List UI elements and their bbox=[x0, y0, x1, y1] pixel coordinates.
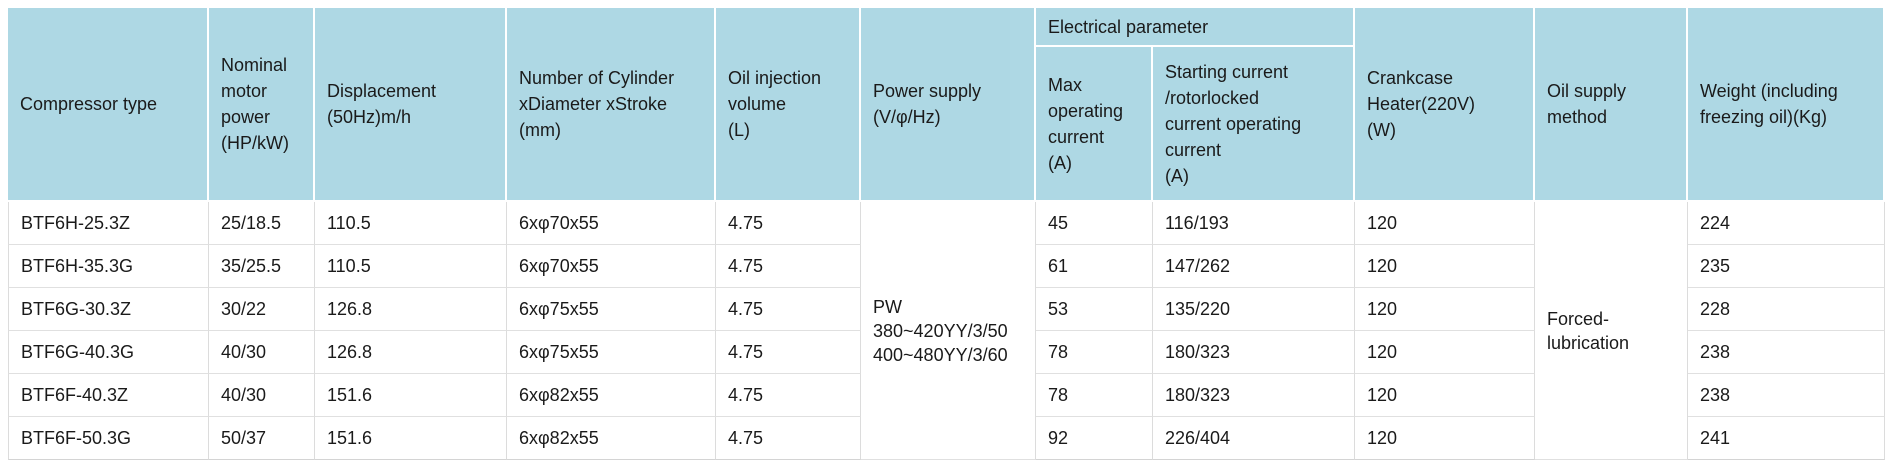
cell-starting-current: 180/323 bbox=[1153, 374, 1355, 417]
cell-oil-injection: 4.75 bbox=[716, 417, 861, 460]
header-cylinder: Number of Cylinder xDiameter xStroke (mm… bbox=[507, 8, 716, 202]
cell-weight: 241 bbox=[1688, 417, 1885, 460]
cell-compressor-type: BTF6H-35.3G bbox=[8, 245, 209, 288]
cell-oil-injection: 4.75 bbox=[716, 245, 861, 288]
cell-weight: 238 bbox=[1688, 331, 1885, 374]
header-displacement: Displacement (50Hz)m/h bbox=[315, 8, 507, 202]
cell-cylinder: 6xφ82x55 bbox=[507, 374, 716, 417]
cell-cylinder: 6xφ75x55 bbox=[507, 331, 716, 374]
header-power-supply: Power supply (V/φ/Hz) bbox=[861, 8, 1036, 202]
header-oil-supply-method: Oil supply method bbox=[1535, 8, 1688, 202]
cell-weight: 228 bbox=[1688, 288, 1885, 331]
cell-oil-injection: 4.75 bbox=[716, 202, 861, 245]
cell-max-operating-current: 78 bbox=[1036, 331, 1153, 374]
cell-cylinder: 6xφ70x55 bbox=[507, 202, 716, 245]
cell-max-operating-current: 45 bbox=[1036, 202, 1153, 245]
table-row: BTF6G-30.3Z 30/22 126.8 6xφ75x55 4.75 53… bbox=[8, 288, 1885, 331]
cell-cylinder: 6xφ82x55 bbox=[507, 417, 716, 460]
cell-max-operating-current: 78 bbox=[1036, 374, 1153, 417]
cell-starting-current: 135/220 bbox=[1153, 288, 1355, 331]
header-oil-injection: Oil injection volume (L) bbox=[716, 8, 861, 202]
cell-displacement: 151.6 bbox=[315, 417, 507, 460]
cell-compressor-type: BTF6G-40.3G bbox=[8, 331, 209, 374]
cell-compressor-type: BTF6H-25.3Z bbox=[8, 202, 209, 245]
cell-nominal-motor-power: 25/18.5 bbox=[209, 202, 315, 245]
table-row: BTF6H-25.3Z 25/18.5 110.5 6xφ70x55 4.75 … bbox=[8, 202, 1885, 460]
header-crankcase-heater: Crankcase Heater(220V) (W) bbox=[1355, 8, 1535, 202]
cell-nominal-motor-power: 50/37 bbox=[209, 417, 315, 460]
cell-starting-current: 147/262 bbox=[1153, 245, 1355, 288]
header-weight: Weight (including freezing oil)(Kg) bbox=[1688, 8, 1885, 202]
cell-displacement: 126.8 bbox=[315, 331, 507, 374]
header-max-operating-current: Max operating current (A) bbox=[1036, 47, 1153, 202]
cell-starting-current: 226/404 bbox=[1153, 417, 1355, 460]
cell-starting-current: 116/193 bbox=[1153, 202, 1355, 245]
cell-nominal-motor-power: 40/30 bbox=[209, 331, 315, 374]
cell-compressor-type: BTF6G-30.3Z bbox=[8, 288, 209, 331]
cell-max-operating-current: 61 bbox=[1036, 245, 1153, 288]
header-compressor-type: Compressor type bbox=[8, 8, 209, 202]
cell-weight: 224 bbox=[1688, 202, 1885, 245]
header-nominal-motor-power: Nominal motor power (HP/kW) bbox=[209, 8, 315, 202]
cell-cylinder: 6xφ70x55 bbox=[507, 245, 716, 288]
cell-nominal-motor-power: 30/22 bbox=[209, 288, 315, 331]
cell-crankcase-heater: 120 bbox=[1355, 202, 1535, 245]
cell-max-operating-current: 92 bbox=[1036, 417, 1153, 460]
cell-nominal-motor-power: 40/30 bbox=[209, 374, 315, 417]
header-starting-current: Starting current /rotorlocked current op… bbox=[1153, 47, 1355, 202]
cell-oil-injection: 4.75 bbox=[716, 374, 861, 417]
header-electrical-parameter: Electrical parameter bbox=[1036, 8, 1355, 47]
cell-weight: 238 bbox=[1688, 374, 1885, 417]
cell-nominal-motor-power: 35/25.5 bbox=[209, 245, 315, 288]
cell-max-operating-current: 53 bbox=[1036, 288, 1153, 331]
table-row: BTF6H-35.3G 35/25.5 110.5 6xφ70x55 4.75 … bbox=[8, 245, 1885, 288]
cell-compressor-type: BTF6F-50.3G bbox=[8, 417, 209, 460]
cell-compressor-type: BTF6F-40.3Z bbox=[8, 374, 209, 417]
cell-oil-supply-merged: Forced- lubrication bbox=[1535, 202, 1688, 460]
cell-oil-injection: 4.75 bbox=[716, 331, 861, 374]
cell-weight: 235 bbox=[1688, 245, 1885, 288]
table-row: BTF6G-40.3G 40/30 126.8 6xφ75x55 4.75 78… bbox=[8, 331, 1885, 374]
table-row: BTF6F-50.3G 50/37 151.6 6xφ82x55 4.75 92… bbox=[8, 417, 1885, 460]
cell-crankcase-heater: 120 bbox=[1355, 374, 1535, 417]
cell-starting-current: 180/323 bbox=[1153, 331, 1355, 374]
cell-displacement: 126.8 bbox=[315, 288, 507, 331]
table-row: BTF6F-40.3Z 40/30 151.6 6xφ82x55 4.75 78… bbox=[8, 374, 1885, 417]
compressor-spec-table: Compressor type Nominal motor power (HP/… bbox=[8, 8, 1885, 460]
cell-displacement: 151.6 bbox=[315, 374, 507, 417]
cell-crankcase-heater: 120 bbox=[1355, 288, 1535, 331]
cell-crankcase-heater: 120 bbox=[1355, 245, 1535, 288]
cell-crankcase-heater: 120 bbox=[1355, 417, 1535, 460]
cell-crankcase-heater: 120 bbox=[1355, 331, 1535, 374]
cell-power-supply-merged: PW 380~420YY/3/50 400~480YY/3/60 bbox=[861, 202, 1036, 460]
cell-displacement: 110.5 bbox=[315, 245, 507, 288]
cell-oil-injection: 4.75 bbox=[716, 288, 861, 331]
cell-cylinder: 6xφ75x55 bbox=[507, 288, 716, 331]
cell-displacement: 110.5 bbox=[315, 202, 507, 245]
